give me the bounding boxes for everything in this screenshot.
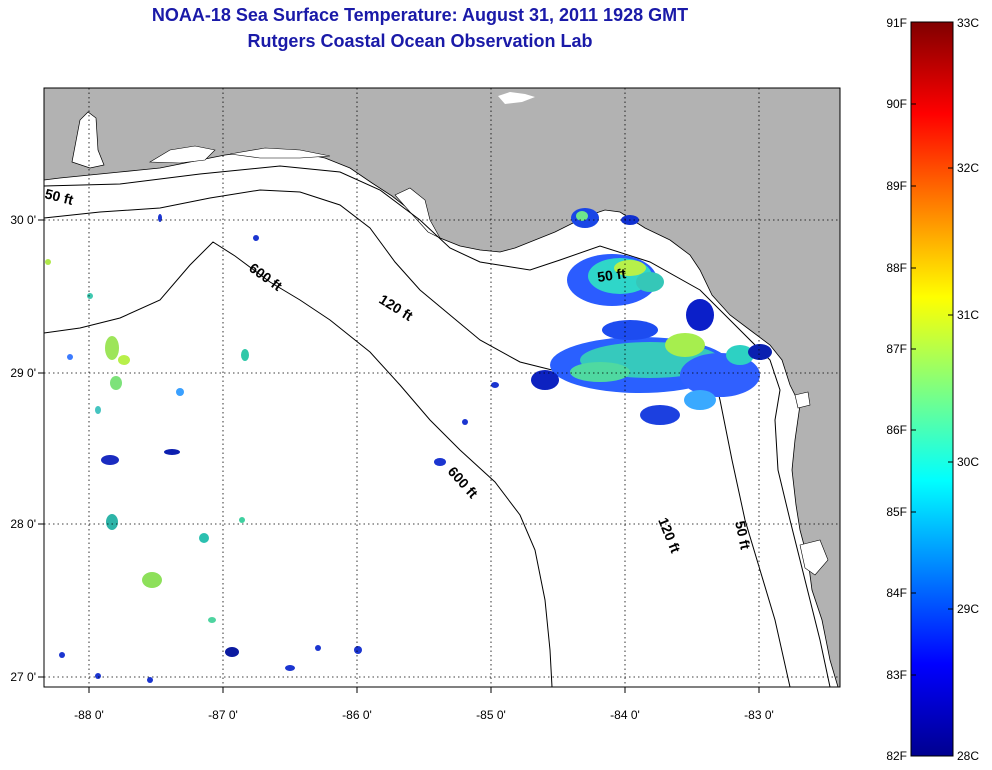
lat-label: 27 0' (10, 670, 36, 684)
colorbar-c-label: 28C (957, 749, 979, 763)
colorbar-c-label: 29C (957, 602, 979, 616)
lat-label: 28 0' (10, 517, 36, 531)
colorbar-c-label: 30C (957, 455, 979, 469)
colorbar-c-label: 31C (957, 308, 979, 322)
colorbar-f-label: 89F (886, 179, 907, 193)
lon-label: -87 0' (208, 708, 238, 722)
colorbar-f-label: 82F (886, 749, 907, 763)
map-title: NOAA-18 Sea Surface Temperature: August … (151, 5, 689, 25)
contour-label: 50 ft (732, 519, 754, 551)
colorbar-ticks (911, 103, 953, 676)
colorbar-f-label: 88F (886, 261, 907, 275)
colorbar-f-label: 85F (886, 505, 907, 519)
tampa-bay (799, 539, 829, 576)
colorbar-f-label: 91F (886, 16, 907, 30)
map-frame (43, 87, 841, 688)
lon-label: -83 0' (744, 708, 774, 722)
map-subtitle: Rutgers Coastal Ocean Observation Lab (247, 31, 593, 51)
colorbar-f-label: 83F (886, 668, 907, 682)
inland-lake (498, 92, 535, 104)
choctawhatchee-bay (229, 147, 331, 159)
colorbar-c-labels: 33C 32C 31C 30C 29C 28C (957, 16, 979, 763)
colorbar-f-labels: 91F 90F 89F 88F 87F 86F 85F 84F 83F 82F (886, 16, 907, 763)
sst-data-layer (45, 208, 772, 683)
pensacola-bay (148, 145, 216, 164)
lon-label: -84 0' (610, 708, 640, 722)
colorbar-f-label: 86F (886, 423, 907, 437)
colorbar-f-label: 87F (886, 342, 907, 356)
contour-600ft (44, 241, 553, 687)
contour-label: 50 ft (43, 185, 75, 208)
lat-label: 30 0' (10, 213, 36, 227)
lat-label: 29 0' (10, 366, 36, 380)
coastal-island (794, 391, 811, 409)
graticule (44, 88, 840, 687)
contour-label: 50 ft (596, 265, 627, 285)
mobile-bay (71, 111, 105, 169)
colorbar-f-label: 90F (886, 97, 907, 111)
lon-label: -88 0' (74, 708, 104, 722)
contour-50ft (44, 165, 831, 687)
contour-120ft (44, 189, 791, 687)
colorbar-c-label: 33C (957, 16, 979, 30)
lon-label: -86 0' (342, 708, 372, 722)
colorbar-f-label: 84F (886, 586, 907, 600)
axis-ticks (38, 219, 760, 693)
lon-label: -85 0' (476, 708, 506, 722)
colorbar (910, 21, 954, 757)
colorbar-c-label: 32C (957, 161, 979, 175)
